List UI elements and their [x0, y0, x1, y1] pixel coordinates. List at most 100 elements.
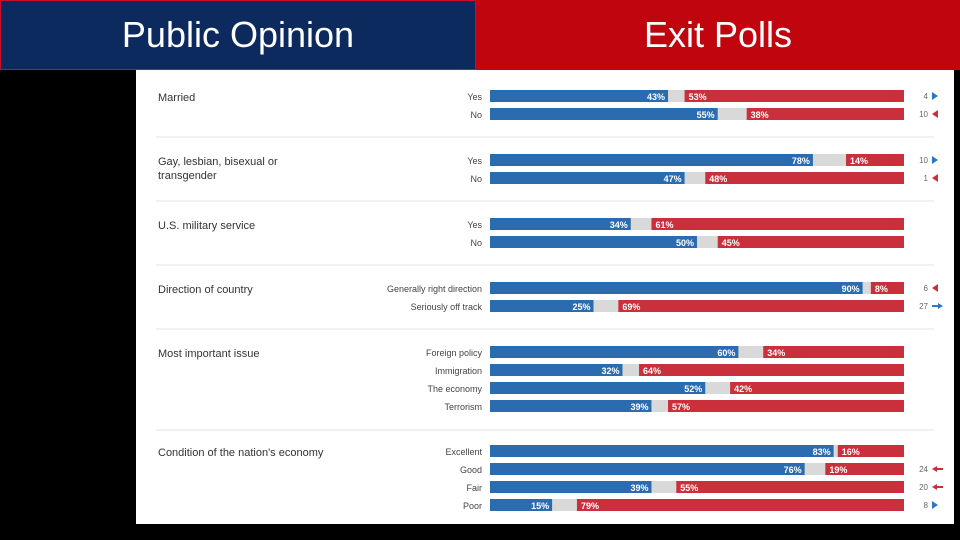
bar-blue-label: 55% — [697, 110, 715, 120]
exit-poll-panel: Married Yes 43% 53% 4 No 55% 38% 10 Gay, lesbian,… — [136, 70, 954, 524]
shift-left-arrow-icon — [932, 466, 937, 472]
bar-red-label: 57% — [672, 402, 690, 412]
answer-label: Yes — [467, 92, 482, 102]
answer-label: Good — [460, 465, 482, 475]
question-label: Most important issue — [158, 348, 259, 360]
change-value: 20 — [919, 483, 928, 492]
exit-poll-chart: Married Yes 43% 53% 4 No 55% 38% 10 Gay, lesbian,… — [156, 90, 943, 511]
bar-red — [684, 90, 904, 102]
bar-blue — [490, 445, 834, 457]
bar-blue — [490, 463, 805, 475]
bar-red — [846, 154, 904, 166]
answer-label: Immigration — [435, 366, 482, 376]
bar-red — [763, 346, 904, 358]
answer-label: No — [470, 110, 482, 120]
change-value: 8 — [924, 501, 929, 510]
bar-red — [705, 172, 904, 184]
bar-blue-label: 83% — [813, 447, 831, 457]
shift-left-icon — [932, 284, 938, 292]
bar-blue-label: 39% — [630, 402, 648, 412]
bar-blue — [490, 172, 685, 184]
bar-blue — [490, 300, 594, 312]
bar-red-label: 69% — [622, 302, 640, 312]
change-value: 6 — [924, 284, 929, 293]
bar-red-label: 55% — [680, 483, 698, 493]
bar-red — [651, 218, 904, 230]
shift-right-arrow-icon — [938, 303, 943, 309]
question-label: Gay, lesbian, bisexual or — [158, 156, 278, 168]
question-label: Direction of country — [158, 284, 253, 296]
answer-label: Generally right direction — [387, 284, 482, 294]
bar-blue-label: 60% — [717, 348, 735, 358]
answer-label: Yes — [467, 220, 482, 230]
bar-blue-label: 52% — [684, 384, 702, 394]
answer-label: Fair — [467, 483, 483, 493]
bar-red-label: 34% — [767, 348, 785, 358]
change-value: 10 — [919, 156, 928, 165]
bar-blue — [490, 282, 863, 294]
question-label: Condition of the nation's economy — [158, 447, 324, 459]
bar-blue-label: 90% — [842, 284, 860, 294]
bar-red-label: 61% — [655, 220, 673, 230]
answer-label: No — [470, 238, 482, 248]
bar-blue-label: 50% — [676, 238, 694, 248]
question-label: transgender — [158, 170, 217, 182]
answer-label: Terrorism — [445, 402, 483, 412]
bar-blue — [490, 382, 706, 394]
bar-blue-label: 43% — [647, 92, 665, 102]
bar-red — [825, 463, 904, 475]
answer-label: Poor — [463, 501, 482, 511]
bar-red-label: 64% — [643, 366, 661, 376]
bar-red — [576, 499, 904, 511]
answer-label: Yes — [467, 156, 482, 166]
change-value: 27 — [919, 302, 928, 311]
answer-label: No — [470, 174, 482, 184]
shift-right-icon — [932, 92, 938, 100]
bar-blue — [490, 364, 623, 376]
bar-blue-label: 78% — [792, 156, 810, 166]
answer-label: Excellent — [445, 447, 482, 457]
shift-left-icon — [932, 110, 938, 118]
answer-label: The economy — [427, 384, 482, 394]
answer-label: Seriously off track — [411, 302, 483, 312]
bar-blue — [490, 481, 652, 493]
bar-red-label: 8% — [875, 284, 888, 294]
change-value: 10 — [919, 110, 928, 119]
exit-polls-title: Exit Polls — [643, 14, 793, 55]
bar-blue-label: 39% — [630, 483, 648, 493]
bar-blue — [490, 499, 553, 511]
bar-blue — [490, 154, 813, 166]
question-label: U.S. military service — [158, 220, 255, 232]
bar-red-label: 45% — [722, 238, 740, 248]
bar-red — [618, 300, 904, 312]
bar-red — [746, 108, 904, 120]
bar-red — [639, 364, 904, 376]
bar-blue — [490, 218, 631, 230]
bar-blue-label: 34% — [610, 220, 628, 230]
bar-red-label: 38% — [751, 110, 769, 120]
answer-label: Foreign policy — [426, 348, 483, 358]
bar-blue — [490, 346, 739, 358]
bar-red — [717, 236, 904, 248]
shift-left-icon — [932, 174, 938, 182]
bar-blue-label: 25% — [572, 302, 590, 312]
bar-red-label: 14% — [850, 156, 868, 166]
bar-red — [730, 382, 904, 394]
bar-red — [837, 445, 904, 457]
bar-red-label: 16% — [842, 447, 860, 457]
bar-red-label: 42% — [734, 384, 752, 394]
bar-red-label: 48% — [709, 174, 727, 184]
change-value: 24 — [919, 465, 928, 474]
bar-blue-label: 47% — [664, 174, 682, 184]
shift-right-icon — [932, 156, 938, 164]
bar-red-label: 53% — [689, 92, 707, 102]
shift-right-icon — [932, 501, 938, 509]
public-opinion-title: Public Opinion — [121, 14, 355, 55]
header-left-banner: Public Opinion — [0, 0, 476, 70]
bar-blue-label: 32% — [601, 366, 619, 376]
question-label: Married — [158, 92, 195, 104]
bar-blue — [490, 236, 697, 248]
bar-red-label: 19% — [829, 465, 847, 475]
bar-red-label: 79% — [581, 501, 599, 511]
bar-blue — [490, 108, 718, 120]
